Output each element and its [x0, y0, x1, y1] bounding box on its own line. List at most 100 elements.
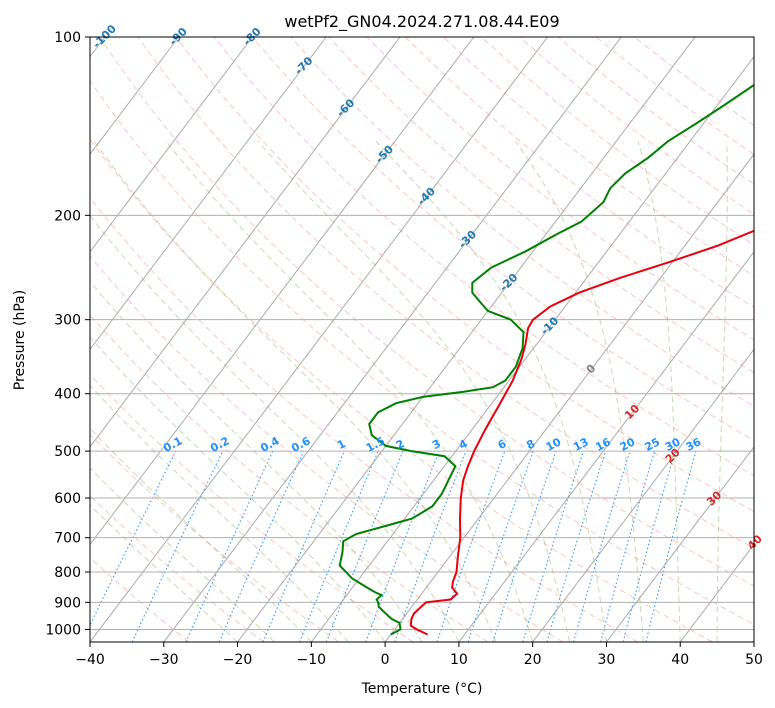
x-tick-label: 20	[524, 652, 542, 668]
dry-adiabat	[213, 37, 754, 477]
mixing-ratio-line	[573, 450, 631, 642]
mixing-ratio-line	[600, 450, 656, 642]
mixing-ratio-line	[325, 450, 404, 642]
x-tick-label: −20	[223, 652, 253, 668]
mixing-ratio-line	[299, 450, 379, 642]
dry-adiabat	[328, 37, 754, 374]
dry-adiabat	[90, 373, 414, 642]
x-tick-label: 40	[671, 652, 689, 668]
x-tick-label: 50	[745, 652, 763, 668]
moist-adiabat	[90, 384, 349, 642]
mixing-ratio-line	[546, 450, 607, 642]
moist-adiabat	[514, 141, 644, 642]
moist-adiabat	[90, 467, 275, 642]
dewpoint-profile-line	[338, 83, 754, 636]
x-axis-ticks: −40 −30 −20 −10 0 10 20 30 40 50	[75, 642, 763, 668]
mixing-ratio-label: 6	[496, 437, 509, 452]
mixing-ratio-line	[622, 450, 676, 642]
x-tick-label: 30	[598, 652, 616, 668]
dry-adiabat	[252, 37, 754, 442]
dry-adiabat	[404, 37, 754, 309]
mixing-ratio-label: 16	[593, 435, 613, 454]
dry-adiabat	[90, 556, 190, 642]
dry-adiabat	[290, 37, 754, 407]
mixing-ratio-line	[522, 450, 584, 642]
mixing-ratio-label: 0.4	[258, 434, 282, 455]
mixing-ratio-label: 25	[642, 435, 662, 454]
y-axis-label: Pressure (hPa)	[12, 290, 28, 390]
isotherm	[90, 37, 253, 253]
isotherm	[384, 153, 754, 642]
dry-adiabat	[366, 37, 754, 341]
isotherm	[753, 641, 754, 642]
isotherm-label: 40	[745, 532, 765, 552]
mixing-ratio-line	[394, 450, 467, 642]
isotherm-label: 30	[704, 488, 724, 508]
chart-title: wetPf2_GN04.2024.271.08.44.E09	[284, 12, 559, 32]
mixing-ratio-line	[436, 450, 506, 642]
isotherm	[606, 446, 754, 642]
isotherm-label: -50	[373, 142, 396, 165]
isotherm-label: 0	[584, 362, 599, 377]
isotherm	[90, 37, 180, 156]
y-tick-label: 700	[54, 531, 81, 547]
grid-lines	[90, 37, 754, 642]
dry-adiabat	[99, 37, 754, 587]
moist-adiabat	[93, 141, 497, 642]
x-tick-label: −40	[75, 652, 105, 668]
mixing-ratio-line	[90, 450, 177, 627]
isotherm	[90, 37, 401, 448]
y-tick-label: 500	[54, 444, 81, 460]
mixing-ratio-label: 30	[663, 435, 683, 454]
mixing-ratio-label: 1	[335, 437, 348, 452]
y-tick-label: 800	[54, 565, 81, 581]
isotherm-label: -30	[456, 228, 479, 251]
isotherm-label: 10	[622, 402, 642, 422]
mixing-ratio-line	[645, 450, 697, 642]
mixing-ratio-line	[492, 450, 557, 642]
dry-adiabat	[90, 255, 564, 642]
isotherm	[90, 37, 548, 642]
y-tick-label: 600	[54, 491, 81, 507]
isotherm	[90, 37, 475, 546]
dry-adiabat	[557, 37, 754, 185]
x-tick-label: −10	[297, 652, 327, 668]
x-tick-label: −30	[149, 652, 179, 668]
mixing-ratio-line	[467, 450, 534, 642]
mixing-ratio-line	[218, 450, 305, 642]
moist-adiabat	[90, 214, 460, 642]
mixing-ratio-labels: 0.1 0.2 0.4 0.6 1 1.5 2 3 4 6 8 10 13 16 20 25 30 36	[161, 434, 703, 455]
mixing-ratio-label: 20	[618, 435, 638, 454]
mixing-ratio-label: 3	[430, 437, 443, 452]
y-tick-label: 900	[54, 595, 81, 611]
dry-adiabat	[595, 37, 754, 156]
isotherm	[679, 543, 754, 642]
isotherm-label: -10	[538, 314, 561, 337]
dry-adiabat	[443, 37, 754, 277]
dry-adiabat	[90, 196, 639, 642]
isotherm	[90, 37, 327, 351]
mixing-ratio-label: 0.6	[289, 434, 313, 455]
dry-adiabat	[90, 433, 339, 642]
isotherm-label: -60	[334, 96, 357, 119]
dry-adiabat	[90, 314, 489, 642]
dry-adiabat	[90, 494, 265, 642]
dry-adiabat	[137, 37, 754, 549]
y-axis-ticks: 100 200 300 400 500 600 700 800 900 1000	[45, 30, 90, 638]
data-series	[338, 83, 754, 636]
moist-adiabat	[257, 140, 571, 642]
x-tick-label: 0	[381, 652, 390, 668]
isotherm	[163, 37, 622, 642]
x-tick-label: 10	[450, 652, 468, 668]
isotherm	[237, 37, 696, 642]
mixing-ratio-label: 13	[571, 435, 591, 454]
y-tick-label: 100	[54, 30, 81, 46]
dry-adiabat	[175, 37, 754, 513]
dry-adiabat	[90, 79, 754, 625]
dry-adiabat	[90, 138, 713, 642]
isotherm	[458, 250, 754, 642]
y-tick-label: 300	[54, 313, 81, 329]
y-tick-label: 400	[54, 387, 81, 403]
isotherm	[532, 348, 754, 642]
